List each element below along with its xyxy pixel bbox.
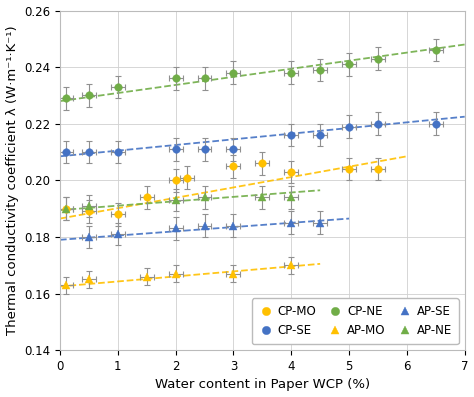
Y-axis label: Thermal conductivity coefficient λ (W·m⁻¹·K⁻¹): Thermal conductivity coefficient λ (W·m⁻… (6, 25, 18, 335)
Legend: CP-MO, CP-SE, CP-NE, AP-MO, AP-SE, AP-NE: CP-MO, CP-SE, CP-NE, AP-MO, AP-SE, AP-NE (252, 298, 459, 344)
X-axis label: Water content in Paper WCP (%): Water content in Paper WCP (%) (155, 378, 370, 391)
